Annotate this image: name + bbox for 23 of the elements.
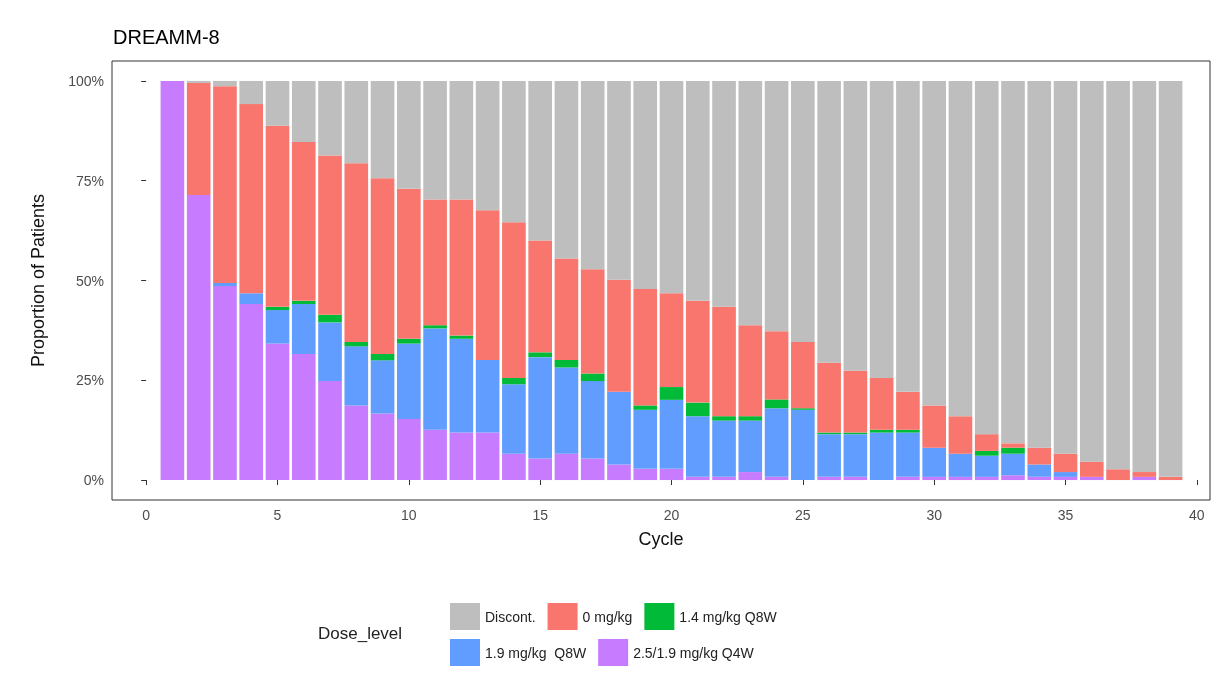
- x-tick-label: 15: [532, 507, 549, 523]
- legend-label: 2.5/1.9 mg/kg Q4W: [633, 644, 755, 661]
- y-tick-label: 50%: [75, 272, 104, 289]
- x-tick-label: 0: [142, 507, 151, 523]
- x-tick-label: 10: [401, 507, 417, 523]
- chart-title: DREAMM-8: [113, 26, 220, 48]
- y-axis-title: Proportion of Patients: [28, 193, 48, 368]
- x-tick-label: 25: [795, 507, 811, 523]
- x-tick-label: 20: [663, 507, 680, 523]
- y-tick-label: 0%: [83, 472, 104, 489]
- legend-label: 0 mg/kg: [582, 608, 633, 625]
- legend-title: Dose_level: [318, 624, 403, 643]
- legend-label: Discont.: [485, 608, 536, 625]
- y-tick-label: 25%: [75, 372, 104, 389]
- x-axis-title: Cycle: [638, 529, 684, 549]
- y-tick-label: 75%: [75, 172, 104, 189]
- legend-label: 1.9 mg/kg Q8W: [485, 644, 587, 661]
- y-tick-label: 100%: [68, 72, 104, 89]
- x-tick-label: 5: [273, 507, 282, 523]
- x-tick-label: 30: [926, 507, 943, 523]
- x-tick-label: 35: [1057, 507, 1074, 523]
- legend-label: 1.4 mg/kg Q8W: [679, 608, 778, 625]
- x-tick-label: 40: [1189, 507, 1205, 523]
